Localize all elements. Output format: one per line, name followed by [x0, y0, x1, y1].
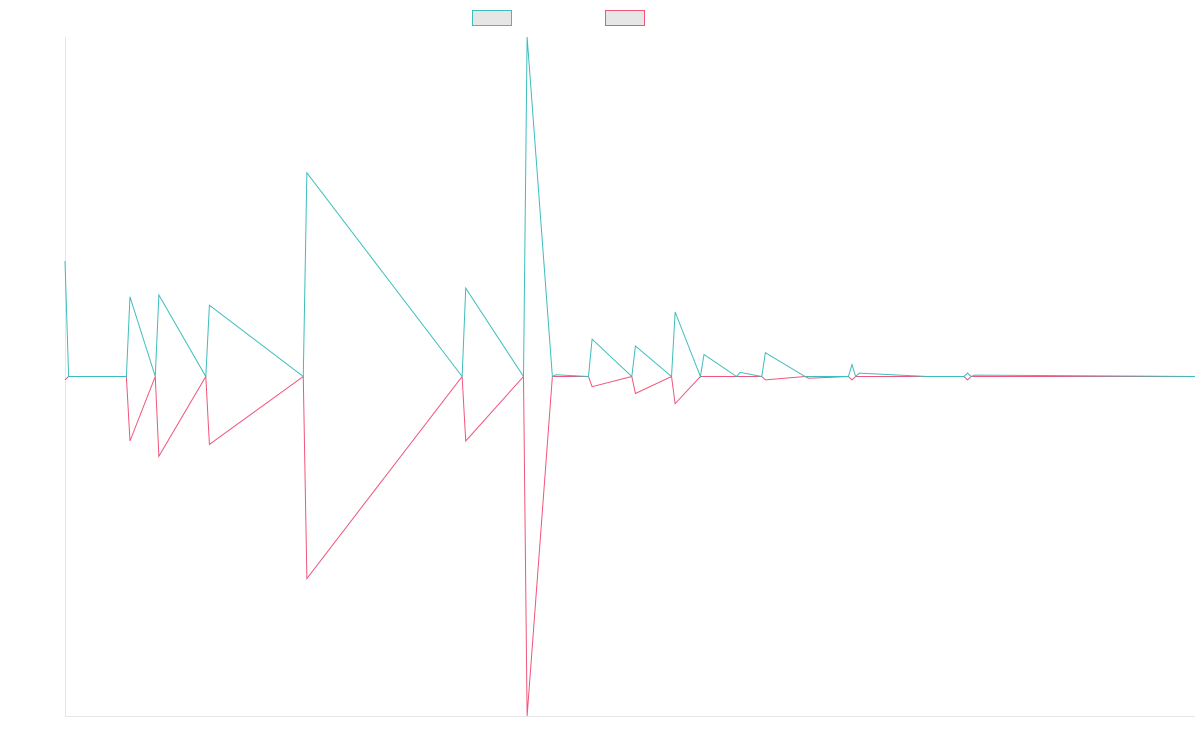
series-line-2	[64, 374, 1195, 717]
legend-swatch-2[interactable]	[605, 10, 645, 26]
legend	[472, 10, 645, 26]
legend-swatch-1[interactable]	[472, 10, 512, 26]
series-line-1	[64, 36, 1196, 379]
axes	[65, 37, 1195, 717]
series-layer	[64, 36, 1196, 717]
